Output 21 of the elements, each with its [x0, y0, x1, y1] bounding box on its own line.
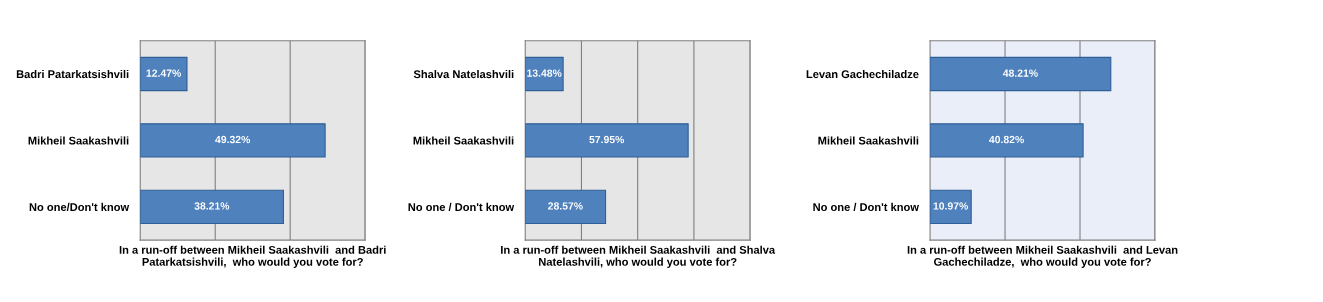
data-label: 28.57%	[548, 202, 583, 210]
y-tick-label: Badri Patarkatsishvili	[16, 69, 129, 79]
y-tick-label: No one / Don't know	[408, 202, 515, 212]
y-tick-label: Mikheil Saakashvili	[818, 136, 919, 145]
data-label: 48.21%	[1002, 69, 1038, 77]
x-axis-title: In a run-off between Mikheil Saakashvili and Badri Patarkatsishvili, who would you vote for?	[119, 245, 386, 268]
y-tick-label: No one / Don't know	[813, 202, 919, 212]
y-tick-label: Mikheil Saakashvili	[28, 136, 129, 145]
y-tick-label: Mikheil Saakashvili	[413, 136, 514, 145]
y-tick-label: Shalva Natelashvili	[413, 69, 514, 79]
data-label: 13.48%	[527, 69, 562, 77]
data-label: 10.97%	[933, 202, 969, 210]
x-axis-title: In a run-off between Mikheil Saakashvili and Shalva Natelashvili, who would you vote for?	[501, 245, 776, 268]
data-label: 49.32%	[215, 135, 251, 144]
data-label: 38.21%	[194, 202, 230, 210]
x-axis-title: In a run-off between Mikheil Saakashvili and Levan Gachechiladze, who would you vote for?	[907, 245, 1178, 268]
y-tick-label: No one/Don't know	[29, 202, 130, 212]
data-label: 12.47%	[146, 69, 181, 77]
data-label: 57.95%	[589, 135, 625, 144]
data-label: 40.82%	[989, 135, 1024, 144]
y-tick-label: Levan Gachechiladze	[806, 69, 919, 79]
